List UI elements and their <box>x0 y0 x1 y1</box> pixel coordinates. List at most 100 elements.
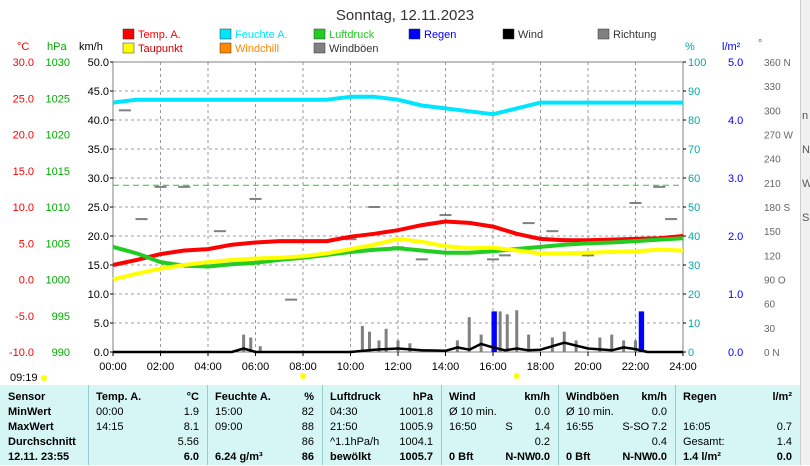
x-tick-label: 12:00 <box>384 361 412 373</box>
stats-row: 0 Bft N-NW 0.0 <box>558 451 675 466</box>
rain-tick-label: 2.0 <box>728 231 743 243</box>
direction-marker <box>653 185 666 188</box>
stats-cell: 1.4 <box>776 436 792 448</box>
stats-cell: 1005.9 <box>399 421 433 433</box>
rain-bar <box>641 311 645 352</box>
stats-row: 12.11. 23:55 <box>0 451 88 466</box>
legend-swatch <box>122 28 135 40</box>
stats-panel: Luftdruck hPa 04:30 1001.8 21:50 1005.9 ^1.1hP… <box>322 385 442 465</box>
wind-tick-label: 10.0 <box>88 289 109 301</box>
gust-bar <box>527 334 531 352</box>
gust-bar <box>515 310 519 352</box>
stats-cell: 09:00 <box>215 421 243 433</box>
legend-swatch <box>219 28 232 40</box>
stats-cell: 1004.1 <box>399 436 433 448</box>
stats-header-row: Windböen km/h <box>558 391 675 406</box>
direction-marker <box>487 258 499 261</box>
stats-header-row: Luftdruck hPa <box>322 391 441 406</box>
stats-cell: Feuchte A. <box>215 391 271 403</box>
temp-tick-label: 25.0 <box>13 93 34 105</box>
stats-header-row: Regen l/m² <box>675 391 800 406</box>
direction-marker <box>439 214 452 217</box>
stats-cell: 14:15 <box>96 421 124 433</box>
stats-cell: °C <box>186 391 199 403</box>
chart-marks <box>112 94 684 379</box>
series-line-0 <box>112 219 684 267</box>
time-marker <box>300 373 306 379</box>
stats-row: MaxWert <box>0 421 88 436</box>
stats-panel: Temp. A. °C 00:00 1.9 14:15 8.1 5.56 6.0 <box>88 385 208 465</box>
x-tick-label: 02:00 <box>147 361 175 373</box>
gust-bar <box>384 328 388 352</box>
direction-tick-label: 0 N <box>764 348 780 359</box>
direction-marker <box>582 254 594 257</box>
stats-cell: MinWert <box>8 406 52 418</box>
humidity-tick-label: 50 <box>688 202 700 214</box>
stats-cell: 1.4 l/m² <box>683 451 721 463</box>
humidity-tick-label: 30 <box>688 260 700 272</box>
stats-panel: Regen l/m² 16:05 0.7 Gesamt: 1.4 1.4 l/m² 0.0 <box>675 385 801 465</box>
legend-swatch <box>408 28 421 40</box>
stats-cell: bewölkt <box>330 451 371 463</box>
stats-row: bewölkt 1005.7 <box>322 451 441 466</box>
stats-cell: MaxWert <box>8 421 54 433</box>
legend-swatch <box>597 28 610 40</box>
x-tick-label: 20:00 <box>574 361 602 373</box>
stats-cell: 16:50 <box>449 421 477 433</box>
direction-tick-label: 360 N <box>764 58 791 69</box>
legend-label: Feuchte A. <box>235 29 288 41</box>
humidity-tick-label: 10 <box>688 318 700 330</box>
gust-bar <box>467 317 471 352</box>
direction-marker <box>154 185 167 188</box>
legend-label: Richtung <box>613 29 656 41</box>
stats-row: 15:00 82 <box>207 406 322 421</box>
stats-cell: 8.1 <box>183 421 199 433</box>
stats-row: 04:30 1001.8 <box>322 406 441 421</box>
legend-swatch <box>313 28 326 40</box>
axis-headers: °C hPa km/h% l/m² ° <box>17 38 762 53</box>
stats-row: 6.0 <box>88 451 207 466</box>
stats-cell: 12.11. 23:55 <box>8 451 70 463</box>
stats-cell: l/m² <box>772 391 792 403</box>
rain-tick-label: 4.0 <box>728 115 743 127</box>
stats-cell: km/h <box>641 391 667 403</box>
wind-tick-label: 15.0 <box>88 260 109 272</box>
stats-cell: 0 Bft <box>566 451 591 463</box>
gust-bar <box>377 340 381 352</box>
pressure-tick-label: 1000 <box>46 275 70 287</box>
stats-cell: 0.0 <box>651 406 667 418</box>
stats-cell: 0.0 <box>534 451 550 463</box>
direction-tick-label: 60 <box>764 300 776 311</box>
stats-cell: Wind <box>449 391 476 403</box>
legend-label: Regen <box>424 29 456 41</box>
time-marker-left <box>41 375 47 381</box>
temp-tick-label: 10.0 <box>13 202 34 214</box>
right-strip-letter: S <box>802 212 810 224</box>
stats-cell: 00:00 <box>96 406 124 418</box>
stats-cell: 15:00 <box>215 406 243 418</box>
stats-cell: 0.4 <box>651 436 667 448</box>
gust-bar <box>258 346 262 352</box>
humidity-tick-label: 70 <box>688 144 700 156</box>
direction-tick-label: 90 O <box>764 276 786 287</box>
stats-cell: Ø 10 min. <box>566 406 614 418</box>
temp-tick-label: 15.0 <box>13 166 34 178</box>
direction-tick-label: 330 <box>764 82 781 93</box>
wind-tick-label: 40.0 <box>88 115 109 127</box>
time-bottom-left: 09:19 <box>10 372 38 384</box>
pressure-tick-label: 1030 <box>46 57 70 69</box>
stats-row: 0.4 <box>558 436 675 451</box>
direction-marker <box>118 109 131 112</box>
right-edge-strip: n N W S <box>800 0 810 465</box>
series-line-2 <box>112 236 684 269</box>
legend-swatch <box>502 28 515 40</box>
rain-tick-label: 1.0 <box>728 289 743 301</box>
stats-cell: Windböen <box>566 391 620 403</box>
x-tick-label: 18:00 <box>527 361 555 373</box>
stats-cell: Sensor <box>8 391 46 403</box>
gust-bar <box>634 340 637 352</box>
stats-row: 16:55 S-SO 7.2 <box>558 421 675 436</box>
direction-tick-label: 270 W <box>764 131 793 142</box>
legend-label: Luftdruck <box>329 29 375 41</box>
axis-right: 10090807060504030201005.04.03.02.01.00.0… <box>683 57 793 359</box>
